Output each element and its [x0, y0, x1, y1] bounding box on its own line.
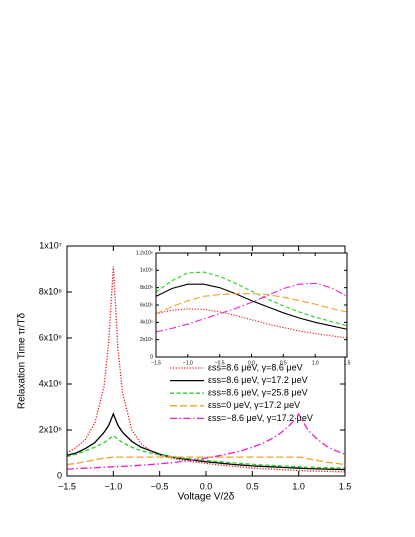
y-tick-label: 6x10⁶	[39, 332, 63, 342]
y-tick-label: 1x10⁷	[39, 240, 62, 250]
series-line	[66, 412, 346, 471]
series-line	[155, 282, 348, 333]
x-axis-label: Voltage V/2δ	[178, 492, 235, 503]
x-tick-label: 0.5	[246, 481, 259, 491]
y-tick-label: 1.2x10⁶	[136, 250, 153, 256]
x-tick-label: −1.5	[151, 360, 161, 366]
legend-label: εss=8.6 μeV, γ=8.6 μeV	[208, 362, 303, 372]
x-tick-label: 1.5	[344, 360, 351, 366]
series-line	[66, 412, 346, 470]
x-tick-label: 0.0	[200, 481, 213, 491]
y-tick-label: 6x10⁵	[140, 302, 153, 308]
series-line	[155, 283, 348, 330]
legend-label: εss=8.6 μeV, γ=25.8 μeV	[208, 388, 308, 398]
y-tick-label: 0	[57, 470, 62, 480]
y-tick-label: 2x10⁵	[140, 337, 153, 343]
series-line	[66, 456, 346, 466]
y-tick-label: 4x10⁶	[39, 378, 63, 388]
x-tick-label: −1.0	[183, 360, 193, 366]
y-tick-label: 8x10⁶	[39, 286, 63, 296]
legend-label: εss=−8.6 μeV, γ=17.2 μeV	[208, 413, 313, 423]
x-tick-label: 1.0	[292, 481, 305, 491]
y-tick-label: 1x10⁶	[140, 268, 153, 274]
legend-label: εss=8.6 μeV, γ=17.2 μeV	[208, 375, 308, 385]
inset-background	[156, 253, 347, 357]
x-tick-label: 1.0	[312, 360, 319, 366]
y-tick-label: 2x10⁶	[39, 424, 63, 434]
x-tick-label: −0.5	[151, 481, 169, 491]
series-line	[155, 293, 348, 315]
y-tick-label: 0	[150, 354, 153, 360]
x-tick-label: −1.0	[104, 481, 122, 491]
x-tick-label: 1.5	[339, 481, 352, 491]
series-line	[66, 434, 346, 469]
y-tick-label: 8x10⁵	[140, 285, 153, 291]
y-axis-label: Relaxation Time τr/Tδ	[17, 312, 28, 409]
legend-label: εss=0 μeV, γ=17.2 μeV	[208, 400, 300, 410]
series-line	[155, 271, 348, 327]
x-tick-label: 0.0	[248, 360, 255, 366]
x-tick-label: −1.5	[58, 481, 76, 491]
y-tick-label: 4x10⁵	[140, 320, 153, 326]
x-tick-label: 0.5	[280, 360, 287, 366]
x-tick-label: −0.5	[215, 360, 225, 366]
series-line	[66, 266, 346, 473]
